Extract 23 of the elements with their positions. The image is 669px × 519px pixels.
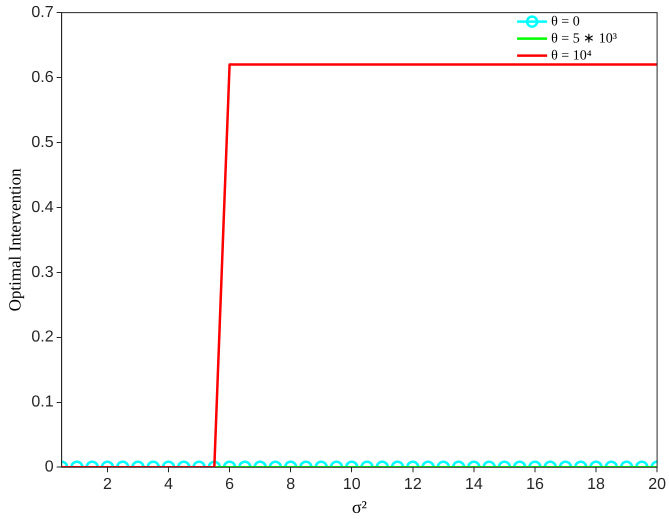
x-axis-title: σ² (352, 496, 367, 517)
x-tick-label: 8 (286, 476, 296, 494)
x-tick-label: 16 (526, 476, 544, 494)
y-tick-label: 0.4 (31, 198, 54, 216)
y-tick-label: 0.5 (31, 134, 54, 151)
x-tick-label: 10 (342, 476, 361, 494)
y-axis-title: Optimal Intervention (6, 168, 25, 312)
y-tick-label: 0.6 (31, 68, 54, 86)
y-tick-label: 0 (44, 458, 54, 476)
x-tick-label: 18 (587, 476, 606, 494)
legend-label: θ = 5 ∗ 10³ (551, 31, 617, 46)
legend-label: θ = 0 (551, 14, 580, 30)
x-tick-label: 12 (404, 476, 422, 494)
x-tick-label: 14 (464, 476, 483, 494)
x-tick-label: 6 (225, 476, 234, 494)
y-tick-label: 0.7 (31, 4, 54, 22)
x-tick-label: 4 (164, 476, 174, 494)
y-tick-label: 0.3 (31, 264, 54, 281)
legend-label: θ = 10⁴ (551, 48, 592, 64)
y-tick-label: 0.1 (31, 394, 54, 411)
x-tick-label: 2 (102, 476, 112, 494)
x-tick-label: 20 (648, 476, 666, 494)
y-tick-label: 0.2 (31, 328, 54, 346)
